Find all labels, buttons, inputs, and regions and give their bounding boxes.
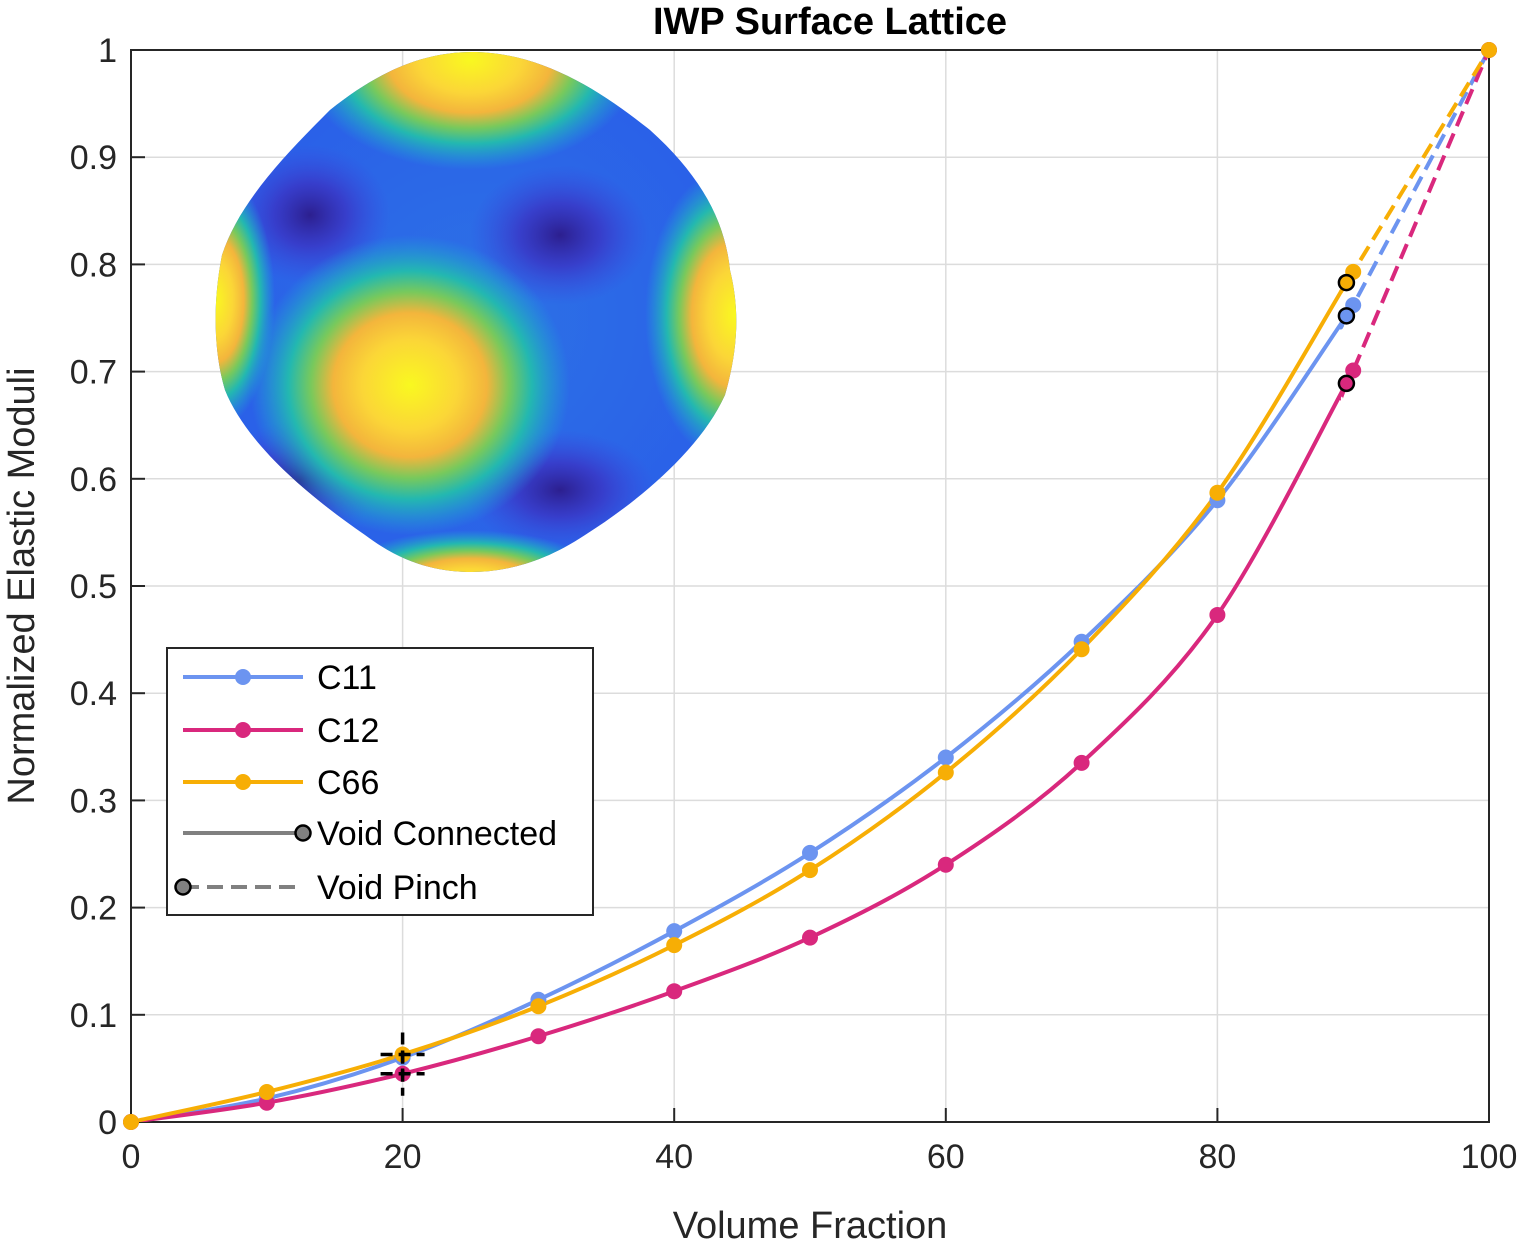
y-tick-label: 1	[98, 32, 117, 70]
series-line-c66	[131, 281, 1349, 1122]
data-point-c66	[123, 1114, 139, 1130]
void-connected-marker	[380, 1051, 425, 1096]
series-layer	[131, 50, 1489, 1122]
series-dashed-line-c11	[1338, 50, 1489, 330]
data-point-c12	[530, 1028, 547, 1045]
legend-marker-void-pinch	[174, 878, 192, 896]
x-tick-label: 60	[927, 1138, 965, 1176]
legend-label-void-connected: Void Connected	[317, 815, 557, 853]
data-point-c12	[1209, 606, 1226, 623]
series-dashed-line-c12	[1338, 50, 1489, 401]
legend: C11 C12 C66 Void Connected Void Pinch	[166, 647, 594, 916]
x-axis-label: Volume Fraction	[673, 1205, 948, 1244]
void-pinch-marker-c66	[1337, 273, 1356, 292]
x-tick-label: 20	[384, 1138, 422, 1176]
x-tick-label: 100	[1461, 1138, 1518, 1176]
legend-label-c11: C11	[317, 659, 377, 697]
y-tick-label: 0.6	[70, 461, 117, 499]
void-pinch-marker-c11	[1337, 307, 1356, 325]
data-point-c66	[530, 998, 547, 1015]
x-tick-label: 80	[1198, 1138, 1236, 1176]
data-point-c12	[1345, 362, 1362, 379]
legend-marker-c12	[235, 722, 251, 738]
y-axis-label: Normalized Elastic Moduli	[1, 367, 43, 804]
chart-title: IWP Surface Lattice	[653, 1, 1007, 43]
x-tick-label: 0	[122, 1138, 141, 1176]
data-point-c11	[666, 923, 683, 940]
data-point-c66	[1209, 484, 1226, 501]
data-point-c66	[258, 1083, 275, 1100]
data-point-c66	[666, 937, 683, 954]
series-line-c12	[131, 382, 1349, 1122]
legend-label-c66: C66	[317, 764, 379, 802]
y-tick-label: 0.2	[70, 890, 117, 928]
y-tick-label: 0.3	[70, 782, 117, 820]
y-tick-label: 0	[98, 1104, 117, 1142]
tick-labels: 0 20 40 60 80 100 0 0.1 0.2 0.3 0.4 0.5 0.6 0.7 0.8 0.9…	[70, 32, 1518, 1176]
data-point-c12	[802, 929, 818, 946]
y-tick-label: 0.1	[70, 997, 117, 1035]
legend-label-void-pinch: Void Pinch	[317, 869, 478, 907]
y-tick-label: 0.7	[70, 354, 117, 392]
y-tick-label: 0.9	[70, 139, 117, 177]
markers-layer	[123, 42, 1497, 1130]
legend-label-c12: C12	[317, 712, 379, 750]
y-tick-label: 0.5	[70, 568, 117, 606]
y-tick-label: 0.8	[70, 246, 117, 284]
data-point-c66	[802, 862, 818, 879]
data-point-c66	[1481, 42, 1497, 58]
data-point-c12	[937, 856, 954, 873]
legend-marker-c11	[235, 669, 251, 685]
data-point-c11	[937, 749, 954, 766]
data-point-c12	[666, 983, 683, 1000]
data-point-c66	[937, 764, 954, 781]
void-pinch-marker-c12	[1337, 374, 1356, 393]
legend-marker-c66	[235, 774, 251, 790]
data-point-c12	[1073, 754, 1090, 771]
data-point-c66	[1073, 641, 1090, 658]
y-tick-label: 0.4	[70, 675, 117, 713]
x-tick-label: 40	[655, 1138, 693, 1176]
legend-marker-void-connected	[294, 824, 312, 842]
data-point-c11	[802, 844, 818, 861]
